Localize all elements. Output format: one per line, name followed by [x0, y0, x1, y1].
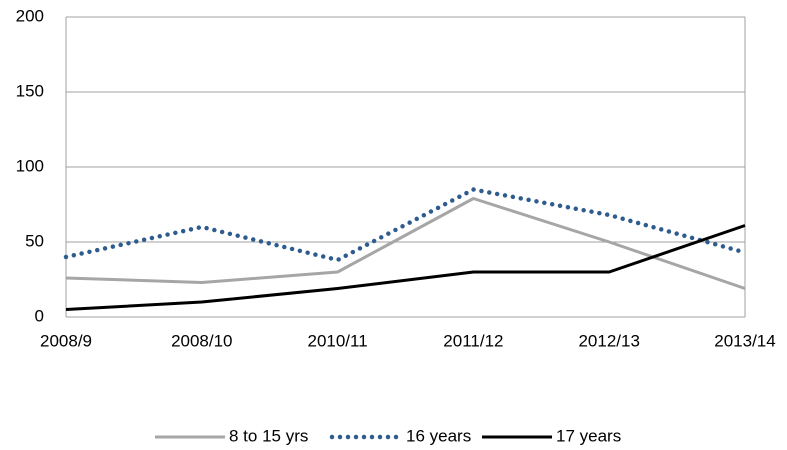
y-tick-label: 200 — [16, 6, 44, 25]
series-line — [65, 224, 746, 311]
x-tick-label: 2010/11 — [307, 331, 367, 350]
x-tick-label: 2008/10 — [171, 331, 232, 350]
series-line — [63, 187, 748, 263]
legend-label: 16 years — [406, 426, 471, 445]
x-tick-label: 2008/9 — [40, 331, 92, 350]
y-tick-label: 100 — [16, 156, 44, 175]
x-tick-label: 2011/12 — [443, 331, 503, 350]
series-line — [65, 197, 746, 290]
y-tick-label: 0 — [35, 306, 44, 325]
legend-label: 8 to 15 yrs — [229, 426, 308, 445]
y-tick-label: 150 — [16, 81, 44, 100]
x-tick-label: 2013/14 — [714, 331, 775, 350]
x-tick-label: 2012/13 — [578, 331, 639, 350]
y-tick-label: 50 — [25, 231, 44, 250]
legend-label: 17 years — [556, 426, 621, 445]
